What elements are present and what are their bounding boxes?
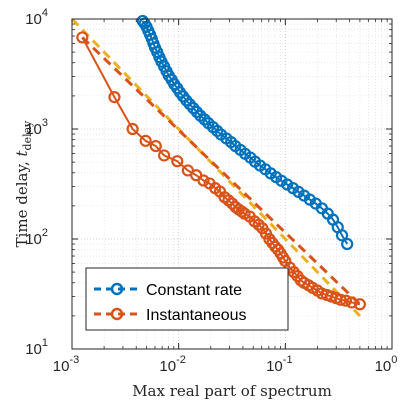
- y-axis-title-var: t: [13, 149, 31, 156]
- data-point-series-1: [126, 122, 139, 136]
- x-tick-label: 10-1: [266, 354, 292, 375]
- data-point-series-1: [353, 298, 366, 311]
- axis-ticks: [71, 18, 393, 350]
- y-tick-label: 101: [25, 337, 48, 358]
- minor-grid: [72, 19, 392, 349]
- data-point-series-1: [76, 31, 89, 44]
- y-tick-label-exp: 4: [42, 7, 48, 19]
- y-tick-label: 104: [25, 7, 48, 28]
- y-tick-label: 103: [25, 117, 48, 138]
- legend-entry-constant-rate: Constant rate: [94, 282, 242, 299]
- series-markers: [76, 14, 366, 311]
- x-tick-label-exp: -3: [69, 354, 79, 366]
- legend-marker-instantaneous: [110, 307, 124, 321]
- x-axis-title: Max real part of spectrum: [132, 382, 332, 400]
- data-point-series-1: [197, 174, 210, 187]
- y-axis-title-sub: delay: [21, 120, 34, 151]
- x-tick-label-base: 10: [266, 358, 283, 375]
- data-point-series-1: [149, 139, 162, 153]
- legend-marker-constant-rate: [110, 282, 124, 296]
- x-tick-label-exp: 0: [391, 354, 397, 366]
- y-tick-label-exp: 1: [42, 337, 48, 349]
- x-tick-label-base: 10: [53, 358, 70, 375]
- x-tick-label: 100: [375, 354, 398, 375]
- data-point-series-1: [108, 90, 121, 104]
- x-tick-label: 10-2: [159, 354, 185, 375]
- data-point-series-1: [139, 134, 152, 147]
- y-tick-label-base: 10: [25, 341, 42, 358]
- legend: Constant rate Instantaneous: [85, 267, 289, 331]
- y-tick-label-base: 10: [25, 231, 42, 248]
- x-tick-label-exp: -2: [176, 354, 186, 366]
- x-tick-label-base: 10: [159, 358, 176, 375]
- data-point-series-1: [171, 155, 184, 168]
- data-point-series-1: [334, 293, 347, 306]
- x-tick-label: 10-3: [53, 354, 79, 375]
- legend-box: [85, 267, 289, 331]
- data-point-series-0: [341, 237, 354, 251]
- data-point-series-1: [339, 294, 353, 307]
- fit-lines: [70, 17, 361, 317]
- plot-frame: [71, 18, 393, 350]
- data-point-series-1: [157, 149, 171, 162]
- fit-line-0: [70, 17, 361, 317]
- y-axis-title: Time delay, tdelay: [13, 120, 34, 248]
- legend-label-constant-rate: Constant rate: [146, 282, 242, 299]
- y-axis-title-main: Time delay,: [13, 156, 31, 247]
- y-tick-label: 102: [25, 227, 48, 248]
- y-tick-label-exp: 2: [42, 227, 48, 239]
- x-tick-label-exp: -1: [283, 354, 293, 366]
- legend-entry-instantaneous: Instantaneous: [94, 307, 247, 324]
- data-point-series-0: [335, 229, 349, 242]
- x-tick-label-base: 10: [375, 358, 392, 375]
- y-tick-label-base: 10: [25, 121, 42, 138]
- data-point-series-1: [226, 197, 239, 210]
- fit-line-1: [81, 36, 361, 306]
- y-tick-label-base: 10: [25, 11, 42, 28]
- legend-label-instantaneous: Instantaneous: [146, 307, 247, 324]
- data-point-series-1: [345, 296, 358, 309]
- y-tick-label-exp: 3: [42, 117, 48, 129]
